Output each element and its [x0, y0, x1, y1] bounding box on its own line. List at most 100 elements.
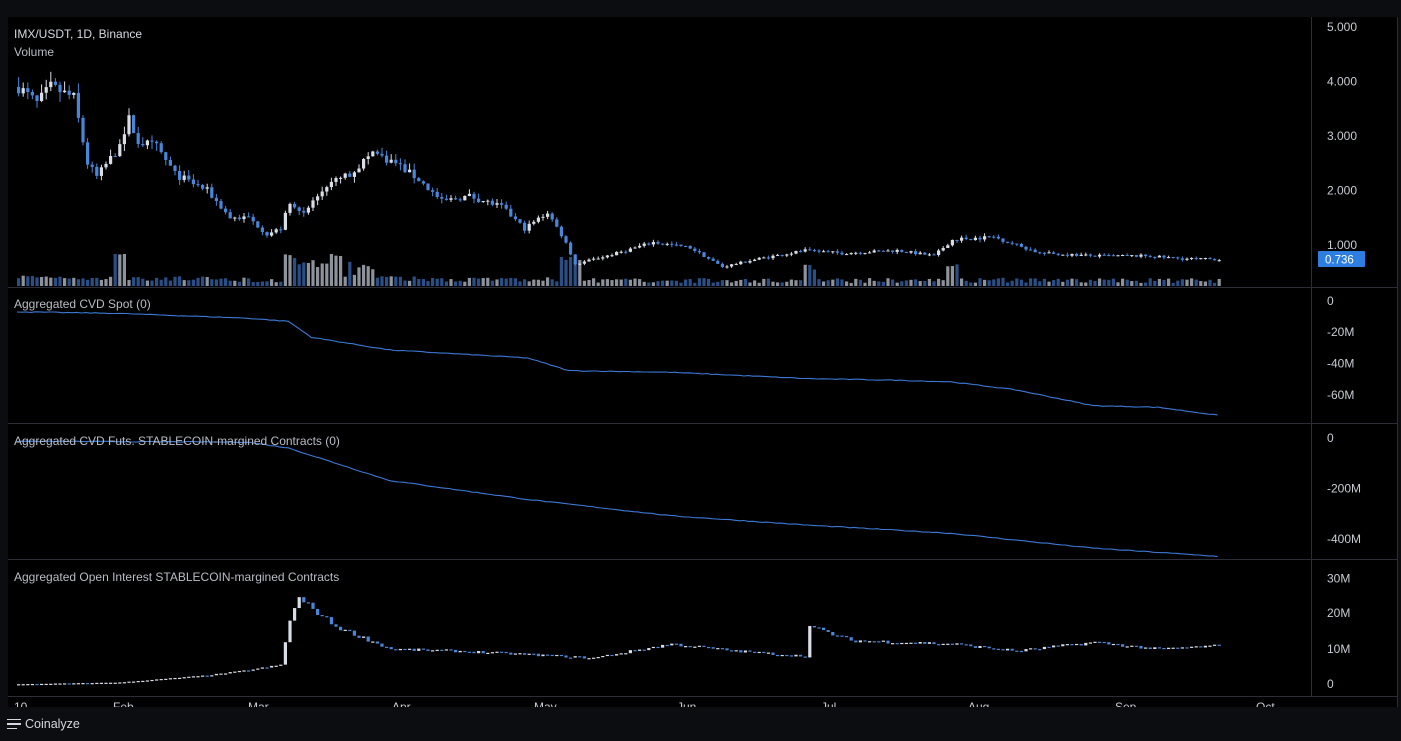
volume-bar [950, 266, 954, 286]
price-pane[interactable] [8, 17, 1311, 287]
price-candle [265, 232, 269, 236]
volume-bar [900, 281, 904, 286]
price-candle [840, 252, 844, 255]
price-candle [339, 177, 343, 179]
price-candle [734, 264, 738, 266]
price-candle [684, 245, 688, 247]
volume-bar [555, 281, 559, 286]
open-interest-candle [205, 675, 209, 677]
open-interest-candle [780, 654, 784, 657]
open-interest-pane[interactable] [8, 560, 1311, 696]
volume-bar [596, 282, 600, 286]
volume-bar [762, 278, 766, 286]
volume-bar [536, 279, 540, 286]
price-candle [283, 212, 287, 230]
open-interest-candle [1148, 647, 1152, 650]
open-interest-candle [904, 642, 908, 645]
price-candle [1075, 253, 1079, 256]
volume-bar [1075, 279, 1079, 286]
price-candle [1029, 249, 1033, 251]
price-candle [670, 243, 674, 245]
volume-bar [1185, 279, 1189, 286]
volume-bar [1125, 279, 1129, 286]
price-candle [546, 213, 550, 217]
price-candle [863, 253, 867, 255]
price-candle [946, 245, 950, 249]
open-interest-candle [762, 651, 766, 654]
volume-bar [633, 278, 637, 286]
price-candle [417, 178, 421, 182]
hamburger-menu-icon[interactable] [7, 718, 21, 730]
volume-bar [789, 279, 793, 286]
cvd-futs-pane[interactable] [8, 424, 1311, 559]
price-candle [380, 153, 384, 156]
open-interest-candle [53, 683, 57, 685]
volume-bar [532, 279, 536, 286]
open-interest-candle [1185, 647, 1189, 649]
open-interest-candle [173, 677, 177, 680]
price-candle [63, 90, 67, 93]
brand-label: Coinalyze [25, 717, 80, 731]
open-interest-candle [201, 675, 205, 677]
price-candle [1217, 260, 1221, 262]
price-candle [182, 175, 186, 180]
volume-bar [293, 257, 297, 286]
volume-bar [490, 280, 494, 286]
volume-bar [1052, 280, 1056, 286]
price-candle [288, 203, 292, 213]
price-candle [955, 239, 959, 241]
axis-tick-label: 3.000 [1327, 129, 1357, 143]
price-candle [256, 221, 260, 228]
volume-bar [247, 278, 251, 286]
price-candle [624, 251, 628, 253]
open-interest-candle [720, 648, 724, 650]
open-interest-candle [472, 651, 476, 654]
open-interest-candle [21, 684, 25, 686]
price-candle [233, 217, 237, 219]
price-candle [444, 198, 448, 200]
price-candle [375, 151, 379, 154]
volume-bar [256, 281, 260, 286]
volume-bar [1006, 282, 1010, 286]
price-candle [458, 199, 462, 201]
volume-bar [375, 277, 379, 286]
volume-bar [918, 281, 922, 286]
price-candle [113, 155, 117, 157]
price-candle [785, 254, 789, 256]
coinalyze-brand[interactable]: Coinalyze [7, 717, 80, 731]
volume-bar [155, 277, 159, 286]
open-interest-candle [578, 656, 582, 658]
volume-bar [868, 278, 872, 286]
price-candle [720, 263, 724, 267]
volume-bar [799, 280, 803, 286]
open-interest-candle [725, 648, 729, 651]
open-interest-candle [1157, 647, 1161, 649]
cvd-spot-pane[interactable] [8, 288, 1311, 423]
price-candle [688, 245, 692, 249]
open-interest-candle [141, 680, 145, 683]
volume-bar [495, 279, 499, 286]
open-interest-candle [1162, 648, 1166, 650]
volume-bar [812, 269, 816, 286]
volume-bar [17, 278, 21, 286]
open-interest-candle [412, 648, 416, 651]
open-interest-candle [26, 684, 30, 686]
open-interest-candle [155, 679, 159, 681]
cvd-spot-axis-ticks: 0 -20M -40M -60M [1327, 294, 1354, 402]
price-axis[interactable] [1312, 17, 1397, 696]
volume-bar [1088, 279, 1092, 286]
open-interest-candle [895, 643, 899, 645]
price-candle [219, 201, 223, 209]
open-interest-candle [1121, 644, 1125, 647]
cvd-spot-line [16, 311, 1218, 416]
open-interest-candle [76, 683, 80, 685]
volume-bar [500, 278, 504, 286]
open-interest-candle [380, 643, 384, 647]
open-interest-candle [283, 642, 287, 665]
volume-bar [688, 279, 692, 286]
open-interest-candle [500, 651, 504, 653]
open-interest-candle [375, 641, 379, 644]
volume-bar [656, 281, 660, 286]
price-candle [596, 258, 600, 260]
